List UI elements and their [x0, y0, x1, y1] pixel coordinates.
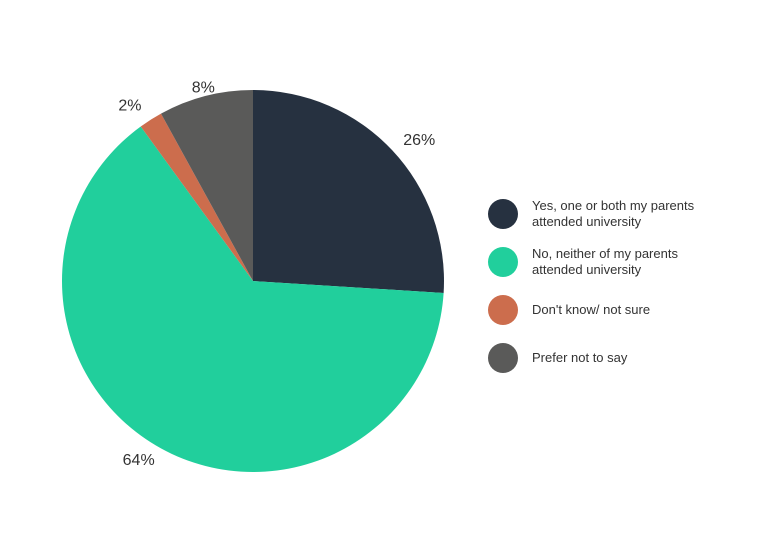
- legend-swatch-yes: [488, 199, 518, 229]
- legend: Yes, one or both my parents attended uni…: [488, 198, 748, 390]
- pie-slice-no: [61, 126, 444, 473]
- legend-item-yes: Yes, one or both my parents attended uni…: [488, 198, 748, 230]
- pie-label-prefer-not: 8%: [192, 79, 215, 96]
- pie-label-yes: 26%: [403, 132, 435, 149]
- pie-label-no: 64%: [123, 452, 155, 469]
- pie-slice-prefer-not: [160, 90, 253, 281]
- legend-item-dont-know: Don't know/ not sure: [488, 294, 748, 326]
- legend-label-no: No, neither of my parents attended unive…: [532, 246, 678, 277]
- legend-swatch-prefer-not: [488, 343, 518, 373]
- legend-label-prefer-not: Prefer not to say: [532, 350, 628, 365]
- legend-item-prefer-not: Prefer not to say: [488, 342, 748, 374]
- pie-slice-dont-know: [140, 113, 253, 281]
- legend-label-dont-know: Don't know/ not sure: [532, 302, 651, 317]
- pie-label-dont-know: 2%: [118, 97, 141, 114]
- pie-slice-yes: [253, 90, 444, 293]
- legend-item-no: No, neither of my parents attended unive…: [488, 246, 748, 278]
- legend-swatch-dont-know: [488, 295, 518, 325]
- legend-swatch-no: [488, 247, 518, 277]
- legend-label-yes: Yes, one or both my parents attended uni…: [532, 198, 695, 229]
